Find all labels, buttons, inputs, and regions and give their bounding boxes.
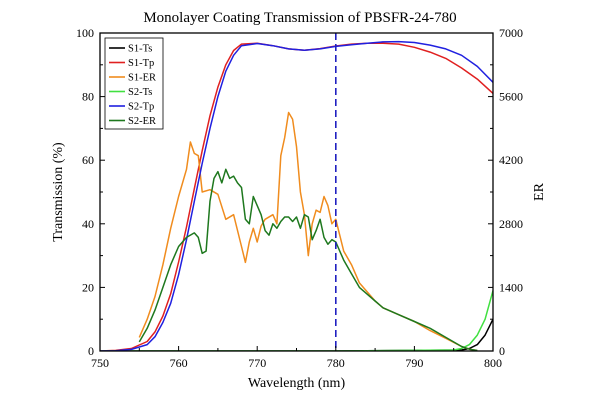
y-tick-label: 0 bbox=[88, 344, 94, 358]
x-tick-label: 780 bbox=[327, 356, 345, 370]
y-tick-label: 40 bbox=[82, 217, 94, 231]
legend-label-s2-tp: S2-Tp bbox=[128, 102, 154, 113]
series-line-s1-tp bbox=[100, 42, 493, 351]
legend-label-s2-ts: S2-Ts bbox=[128, 87, 152, 98]
series-line-s1-er bbox=[138, 111, 478, 351]
y-tick-label: 60 bbox=[82, 153, 94, 167]
y2-tick-label: 2800 bbox=[499, 217, 523, 231]
series-line-s2-tp bbox=[100, 40, 493, 351]
legend-label-s1-er: S1-ER bbox=[128, 73, 156, 84]
legend-label-s2-er: S2-ER bbox=[128, 116, 156, 127]
legend-label-s1-tp: S1-Tp bbox=[128, 58, 154, 69]
y2-axis-title: ER bbox=[532, 182, 547, 201]
series-layer bbox=[100, 40, 493, 351]
y-tick-label: 80 bbox=[82, 90, 94, 104]
y2-tick-label: 1400 bbox=[499, 280, 523, 294]
x-tick-label: 790 bbox=[405, 356, 423, 370]
x-tick-label: 760 bbox=[170, 356, 188, 370]
legend-box bbox=[104, 37, 164, 130]
x-tick-label: 750 bbox=[91, 356, 109, 370]
y-axis-title: Transmission (%) bbox=[51, 142, 66, 242]
y2-tick-label: 4200 bbox=[499, 153, 523, 167]
x-tick-label: 770 bbox=[248, 356, 266, 370]
y2-tick-label: 5600 bbox=[499, 90, 523, 104]
y-tick-label: 20 bbox=[82, 280, 94, 294]
y2-tick-label: 0 bbox=[499, 344, 505, 358]
legend-label-s1-ts: S1-Ts bbox=[128, 44, 152, 55]
legend: S1-Ts S1-Tp S1-ER S2-Ts S2-Tp S2-ER bbox=[104, 37, 164, 130]
series-line-s2-er bbox=[138, 168, 478, 351]
x-tick-label: 800 bbox=[484, 356, 502, 370]
chart-title: Monolayer Coating Transmission of PBSFR-… bbox=[143, 10, 456, 26]
y2-tick-label: 7000 bbox=[499, 26, 523, 40]
y-tick-label: 100 bbox=[76, 26, 94, 40]
x-axis-title: Wavelength (nm) bbox=[248, 376, 346, 391]
ticks-layer: 750 760 770 780 790 8000204060801000140028004… bbox=[76, 26, 523, 370]
